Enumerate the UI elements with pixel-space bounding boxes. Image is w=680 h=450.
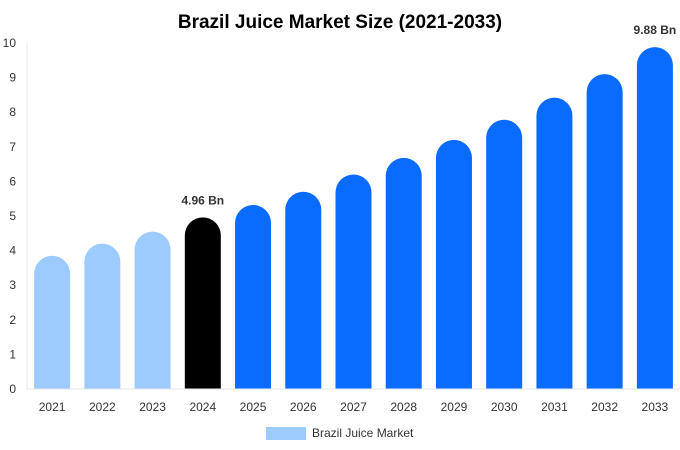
- y-tick-label: 4: [9, 244, 16, 258]
- legend-swatch[interactable]: [266, 427, 306, 440]
- bars-group: [34, 47, 673, 389]
- x-tick-label: 2022: [89, 400, 116, 414]
- x-tick-label: 2030: [491, 400, 518, 414]
- y-tick-label: 0: [9, 382, 16, 396]
- chart-title: Brazil Juice Market Size (2021-2033): [178, 12, 502, 33]
- y-tick-label: 9: [9, 71, 16, 85]
- x-tick-label: 2023: [139, 400, 166, 414]
- bar-2032[interactable]: [586, 74, 623, 389]
- bar-2029[interactable]: [435, 139, 472, 389]
- y-tick-label: 5: [9, 209, 16, 223]
- data-label-2024: 4.96 Bn: [181, 193, 224, 207]
- data-label-2033: 9.88 Bn: [634, 23, 677, 37]
- x-tick-label: 2024: [189, 400, 216, 414]
- x-axis: 2021 2022 2023 2024 2025 2026 2027 2028 2029 2030…: [27, 388, 680, 414]
- bar-2030[interactable]: [486, 119, 523, 389]
- legend-label[interactable]: Brazil Juice Market: [312, 426, 414, 440]
- bar-2022[interactable]: [84, 243, 121, 389]
- y-axis: 0 1 2 3 4 5 6 7 8 9 10: [3, 36, 28, 396]
- data-labels-group: 4.96 Bn 9.88 Bn: [181, 23, 676, 207]
- x-tick-label: 2029: [441, 400, 468, 414]
- x-tick-label: 2027: [340, 400, 367, 414]
- bar-2027[interactable]: [335, 174, 372, 389]
- y-tick-label: 7: [9, 140, 16, 154]
- x-tick-label: 2028: [390, 400, 417, 414]
- y-tick-label: 10: [3, 36, 17, 50]
- bar-2025[interactable]: [235, 204, 272, 389]
- bar-2024[interactable]: [184, 217, 221, 389]
- x-tick-label: 2032: [591, 400, 618, 414]
- bar-2031[interactable]: [536, 97, 573, 389]
- y-tick-label: 6: [9, 174, 16, 188]
- bar-2026[interactable]: [285, 191, 322, 389]
- bar-2021[interactable]: [34, 255, 71, 389]
- legend[interactable]: Brazil Juice Market: [266, 426, 414, 440]
- x-tick-label: 2021: [39, 400, 66, 414]
- x-tick-label: 2033: [642, 400, 669, 414]
- bar-2033[interactable]: [636, 47, 673, 389]
- x-tick-label: 2026: [290, 400, 317, 414]
- y-tick-label: 2: [9, 313, 16, 327]
- y-tick-label: 3: [9, 278, 16, 292]
- x-tick-label: 2025: [240, 400, 267, 414]
- y-tick-label: 8: [9, 105, 16, 119]
- y-tick-label: 1: [9, 347, 16, 361]
- bar-2023[interactable]: [134, 231, 171, 389]
- bar-2028[interactable]: [385, 157, 422, 389]
- x-tick-label: 2031: [541, 400, 568, 414]
